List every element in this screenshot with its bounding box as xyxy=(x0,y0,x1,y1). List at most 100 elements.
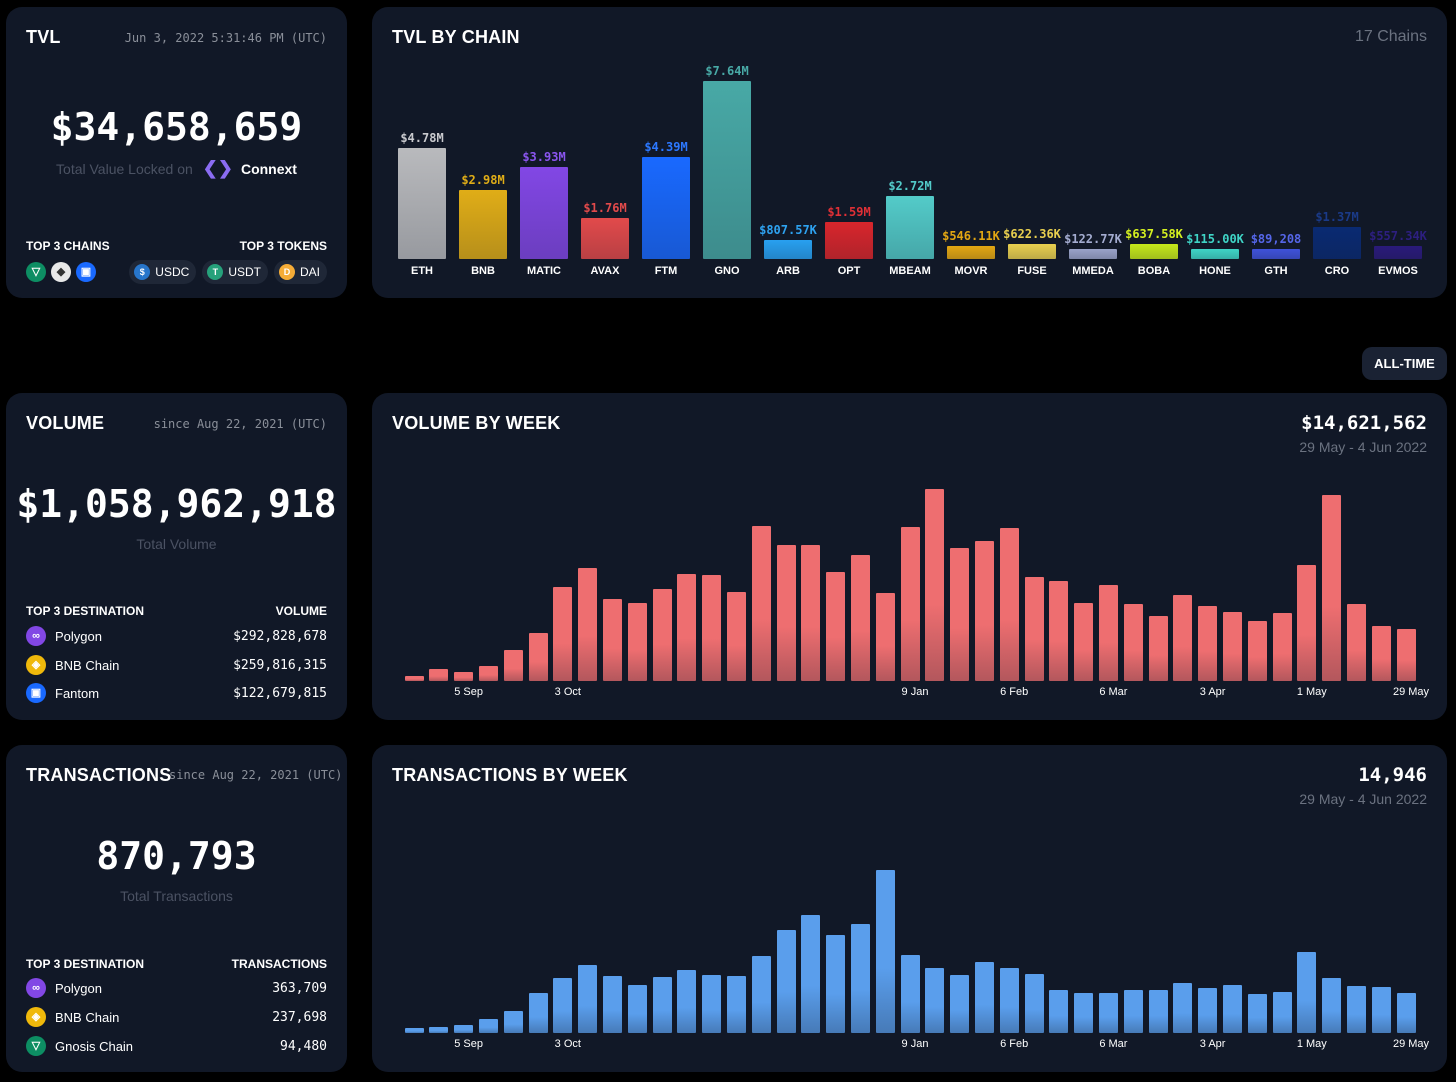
tx-bar[interactable] xyxy=(1148,989,1168,1033)
tvl-bar-boba[interactable] xyxy=(1130,244,1178,259)
volume-bar[interactable] xyxy=(950,548,970,681)
tx-bar[interactable] xyxy=(999,968,1019,1033)
tvl-bar-arb[interactable] xyxy=(764,240,812,259)
tx-bar[interactable] xyxy=(850,923,870,1033)
volume-bar[interactable] xyxy=(1074,602,1094,681)
volume-bar[interactable] xyxy=(1198,606,1218,681)
token-usdt[interactable]: T USDT xyxy=(202,260,268,284)
tx-bar[interactable] xyxy=(454,1025,474,1033)
tvl-bar-matic[interactable] xyxy=(520,167,568,259)
tvl-bar-movr[interactable] xyxy=(947,246,995,259)
tvl-bar-eth[interactable] xyxy=(398,147,446,259)
volume-bar[interactable] xyxy=(1148,615,1168,681)
tx-bar[interactable] xyxy=(1074,993,1094,1033)
gnosis-icon[interactable]: ▽ xyxy=(26,262,46,282)
tx-bar[interactable] xyxy=(578,964,598,1033)
tx-bar[interactable] xyxy=(900,954,920,1033)
volume-bar[interactable] xyxy=(429,669,449,681)
tx-bar[interactable] xyxy=(1322,977,1342,1033)
tx-bar[interactable] xyxy=(974,962,994,1033)
tx-bar[interactable] xyxy=(1272,992,1292,1033)
tx-bar[interactable] xyxy=(503,1011,523,1033)
volume-bar[interactable] xyxy=(404,676,424,681)
tx-bar[interactable] xyxy=(751,956,771,1033)
volume-bar[interactable] xyxy=(578,568,598,681)
volume-bar[interactable] xyxy=(1297,565,1317,681)
tx-bar[interactable] xyxy=(627,985,647,1033)
tx-bar[interactable] xyxy=(1024,973,1044,1033)
volume-bar[interactable] xyxy=(850,555,870,681)
tx-bar[interactable] xyxy=(429,1027,449,1033)
tx-bar[interactable] xyxy=(602,976,622,1033)
volume-bar[interactable] xyxy=(1247,620,1267,681)
tx-bar[interactable] xyxy=(702,974,722,1033)
time-range-button[interactable]: ALL-TIME xyxy=(1362,347,1447,380)
tx-bar[interactable] xyxy=(478,1019,498,1033)
tx-bar[interactable] xyxy=(1098,992,1118,1033)
volume-bar[interactable] xyxy=(627,602,647,681)
volume-bar[interactable] xyxy=(702,574,722,681)
volume-bar[interactable] xyxy=(801,544,821,681)
tx-bar[interactable] xyxy=(1198,988,1218,1033)
tvl-bar-opt[interactable] xyxy=(825,221,873,259)
volume-bar[interactable] xyxy=(974,540,994,681)
volume-bar[interactable] xyxy=(652,589,672,681)
ethereum-icon[interactable]: ◆ xyxy=(51,262,71,282)
list-item[interactable]: ▽ Gnosis Chain 94,480 xyxy=(26,1035,327,1057)
tx-bar[interactable] xyxy=(1247,994,1267,1033)
volume-bar[interactable] xyxy=(1049,580,1069,681)
volume-bar[interactable] xyxy=(1272,612,1292,681)
tx-bar[interactable] xyxy=(801,915,821,1033)
tvl-bar-avax[interactable] xyxy=(581,217,629,259)
tx-bar[interactable] xyxy=(925,967,945,1033)
volume-bar[interactable] xyxy=(999,527,1019,681)
token-dai[interactable]: D DAI xyxy=(273,260,327,284)
tvl-bar-evmos[interactable] xyxy=(1374,246,1422,259)
token-usdc[interactable]: $ USDC xyxy=(129,260,197,284)
tvl-bar-mmeda[interactable] xyxy=(1069,249,1117,259)
volume-bar[interactable] xyxy=(454,671,474,681)
tvl-bar-gno[interactable] xyxy=(703,81,751,259)
list-item[interactable]: ∞ Polygon $292,828,678 xyxy=(26,625,327,647)
volume-bar[interactable] xyxy=(677,573,697,681)
tx-bar[interactable] xyxy=(677,970,697,1033)
volume-bar[interactable] xyxy=(925,489,945,681)
tx-bar[interactable] xyxy=(1173,983,1193,1033)
tvl-bar-fuse[interactable] xyxy=(1008,244,1056,259)
volume-bar[interactable] xyxy=(553,586,573,681)
tvl-bar-gth[interactable] xyxy=(1252,249,1300,259)
volume-bar[interactable] xyxy=(776,545,796,681)
tx-bar[interactable] xyxy=(1346,986,1366,1033)
volume-bar[interactable] xyxy=(1222,612,1242,681)
volume-bar[interactable] xyxy=(1098,585,1118,681)
tx-bar[interactable] xyxy=(875,869,895,1033)
volume-bar[interactable] xyxy=(602,599,622,681)
volume-bar[interactable] xyxy=(1173,595,1193,681)
tx-bar[interactable] xyxy=(553,977,573,1033)
volume-bar[interactable] xyxy=(726,592,746,681)
tvl-bar-ftm[interactable] xyxy=(642,156,690,259)
volume-bar[interactable] xyxy=(751,526,771,681)
tvl-bar-mbeam[interactable] xyxy=(886,195,934,259)
tx-bar[interactable] xyxy=(1371,987,1391,1033)
volume-bar[interactable] xyxy=(528,633,548,681)
list-item[interactable]: ◈ BNB Chain $259,816,315 xyxy=(26,654,327,676)
volume-bar[interactable] xyxy=(1396,629,1416,681)
tx-bar[interactable] xyxy=(1396,993,1416,1033)
volume-bar[interactable] xyxy=(1346,603,1366,681)
tvl-bar-bnb[interactable] xyxy=(459,189,507,259)
tx-bar[interactable] xyxy=(1049,990,1069,1033)
tx-bar[interactable] xyxy=(528,993,548,1033)
tx-bar[interactable] xyxy=(726,976,746,1033)
volume-bar[interactable] xyxy=(1322,495,1342,681)
volume-bar[interactable] xyxy=(826,571,846,681)
tx-bar[interactable] xyxy=(950,975,970,1033)
tx-bar[interactable] xyxy=(404,1028,424,1033)
volume-bar[interactable] xyxy=(478,666,498,681)
tx-bar[interactable] xyxy=(776,930,796,1033)
volume-bar[interactable] xyxy=(900,526,920,681)
volume-bar[interactable] xyxy=(503,649,523,681)
tx-bar[interactable] xyxy=(1123,990,1143,1033)
list-item[interactable]: ∞ Polygon 363,709 xyxy=(26,977,327,999)
tvl-bar-hone[interactable] xyxy=(1191,249,1239,259)
